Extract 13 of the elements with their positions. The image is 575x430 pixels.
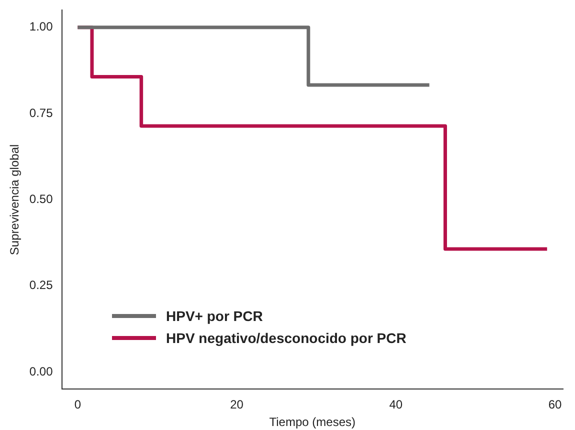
- x-tick-label: 0: [74, 398, 82, 412]
- y-tick-label: 0.75: [29, 106, 54, 120]
- y-tick-label: 1.00: [29, 20, 54, 34]
- x-axis-title: Tiempo (meses): [269, 415, 356, 430]
- x-tick-label: 40: [389, 398, 403, 412]
- legend-label: HPV negativo/desconocido por PCR: [166, 330, 406, 346]
- x-tick-label: 60: [548, 398, 562, 412]
- legend-label: HPV+ por PCR: [166, 308, 263, 324]
- y-tick-label: 0.00: [29, 364, 54, 378]
- y-tick-label: 0.25: [29, 278, 54, 292]
- x-tick-label: 20: [230, 398, 244, 412]
- y-axis-title: Suprevivencia global: [8, 144, 22, 256]
- y-tick-label: 0.50: [29, 192, 54, 206]
